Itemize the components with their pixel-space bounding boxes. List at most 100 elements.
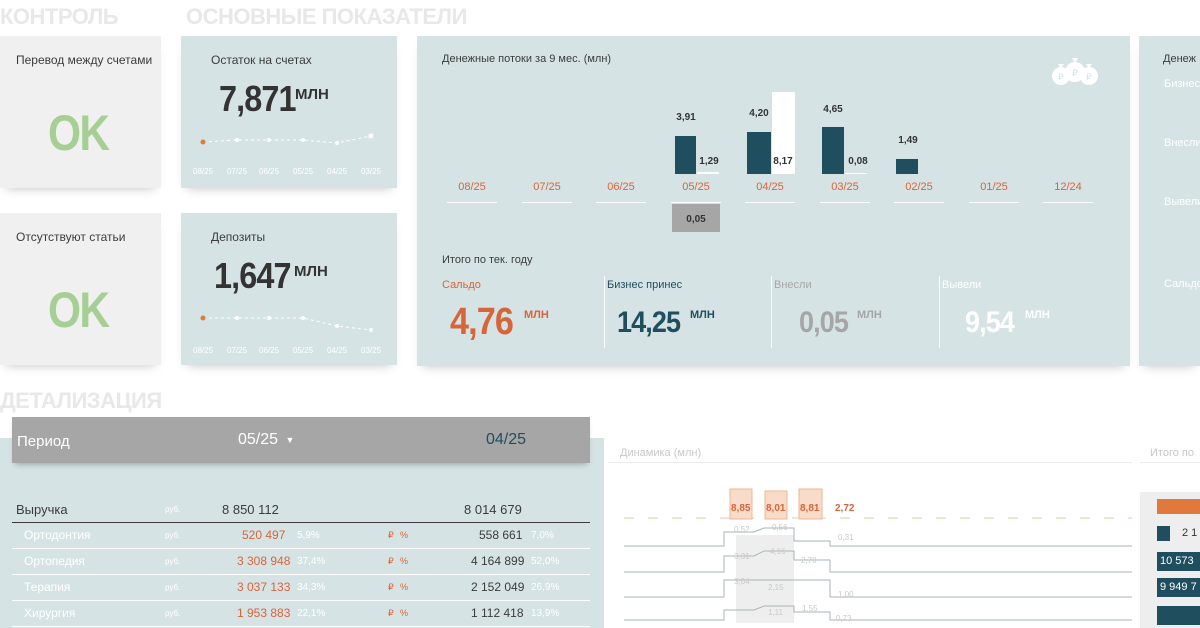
- row-previous-pct: 7,0%: [531, 530, 554, 541]
- table-row[interactable]: Ортопедия руб. 3 308 948 37,4% ₽ % 4 164…: [12, 548, 590, 575]
- right-card-item: Внесли: [1164, 137, 1200, 149]
- period-label: Период: [17, 433, 70, 450]
- bar-value: 0,05: [686, 214, 706, 225]
- row-previous: 4 164 899: [471, 554, 525, 568]
- sparkline-month: 07/25: [227, 167, 248, 176]
- svg-text:₽: ₽: [1086, 73, 1092, 83]
- sparkline-month: 08/25: [193, 346, 214, 355]
- kpi-value: 7,871: [219, 78, 296, 119]
- bar-deposit-05-25[interactable]: [672, 204, 720, 232]
- total-unit: МЛН: [857, 309, 882, 321]
- svg-text:₽: ₽: [1058, 73, 1064, 83]
- dynamics-value: 0,73: [836, 614, 852, 623]
- period-header: Период 05/25 ▼ 04/25: [12, 417, 590, 463]
- control-card-missing-items[interactable]: Отсутствуют статьи OK: [0, 213, 161, 365]
- detail-table-bg: [0, 438, 604, 628]
- row-name: Выручка: [16, 502, 68, 517]
- row-name: Терапия: [24, 580, 71, 594]
- total-unit: МЛН: [1025, 309, 1050, 321]
- kpi-title: Остаток на счетах: [211, 53, 312, 67]
- dynamics-value: 0,31: [838, 533, 854, 542]
- cashflow-card: Денежные потоки за 9 мес. (млн) ₽ ₽ ₽ 3,…: [417, 36, 1130, 366]
- row-unit: руб.: [165, 505, 181, 514]
- sparkline-month: 04/25: [327, 346, 348, 355]
- control-label: Отсутствуют статьи: [16, 230, 126, 244]
- month-label: 04/25: [756, 181, 784, 193]
- right-card-item: Бизнес: [1164, 78, 1200, 90]
- row-current-pct: 5,9%: [297, 530, 320, 541]
- dynamics-chart: [624, 488, 1132, 623]
- sparkline-month: 06/25: [259, 167, 280, 176]
- table-row[interactable]: Выручка руб. 8 850 112 8 014 679: [12, 496, 590, 523]
- table-row[interactable]: Ортодонтия руб. 520 497 5,9% ₽ % 558 661…: [12, 522, 590, 549]
- kpi-card-balance[interactable]: Остаток на счетах 7,871 МЛН 08/25 07/25 …: [181, 36, 397, 188]
- kpi-unit: МЛН: [294, 263, 328, 280]
- percent-icon[interactable]: %: [400, 556, 409, 566]
- dynamics-title: Динамика (млн): [620, 447, 702, 459]
- bar-in-04-25[interactable]: [747, 132, 771, 174]
- percent-icon[interactable]: %: [400, 608, 409, 618]
- dynamics-value: 0,52: [734, 525, 750, 534]
- totals-right-value: 2 1: [1182, 527, 1198, 539]
- ruble-icon[interactable]: ₽: [388, 608, 394, 618]
- totals-right-bar: [1157, 552, 1200, 571]
- row-previous: 558 661: [479, 528, 523, 542]
- row-current: 520 497: [242, 528, 286, 542]
- right-card-item: Сальдо: [1164, 278, 1200, 290]
- money-bags-icon: ₽ ₽ ₽: [1052, 58, 1098, 85]
- table-row[interactable]: Хирургия руб. 1 953 883 22,1% ₽ % 1 112 …: [12, 600, 590, 627]
- bar-out-04-25[interactable]: [772, 92, 795, 174]
- row-name: Хирургия: [24, 606, 76, 620]
- row-unit: руб.: [165, 583, 181, 592]
- sparkline-month: 06/25: [259, 346, 280, 355]
- sparkline-month: 08/25: [193, 167, 214, 176]
- totals-right-value: 10 573: [1160, 555, 1194, 567]
- svg-text:₽: ₽: [1072, 69, 1078, 79]
- month-label: 02/25: [905, 181, 933, 193]
- ruble-icon[interactable]: ₽: [388, 556, 394, 566]
- chevron-down-icon: ▼: [285, 434, 295, 445]
- section-title-detail: ДЕТАЛИЗАЦИЯ: [0, 388, 162, 413]
- total-value-deposited: 0,05: [799, 306, 849, 339]
- totals-title: Итого по тек. году: [442, 254, 533, 266]
- sparkline-balance: [200, 133, 374, 145]
- total-value-business: 14,25: [617, 306, 681, 339]
- bar-value: 4,65: [823, 104, 843, 115]
- sparkline-month: 05/25: [293, 167, 314, 176]
- row-current: 3 037 133: [237, 580, 291, 594]
- row-name: Ортодонтия: [24, 528, 91, 542]
- month-label: 03/25: [831, 181, 859, 193]
- ruble-icon[interactable]: ₽: [388, 530, 394, 540]
- dynamics-value: 2,15: [768, 583, 784, 592]
- total-value-withdrawn: 9,54: [965, 306, 1015, 339]
- bar-in-03-25[interactable]: [822, 127, 844, 174]
- bar-in-02-25[interactable]: [896, 159, 918, 174]
- totals-right-bar: [1157, 578, 1200, 597]
- kpi-card-deposits[interactable]: Депозиты 1,647 МЛН 08/25 07/25 06/25 05/…: [181, 213, 397, 365]
- row-unit: руб.: [165, 531, 181, 540]
- control-card-transfers[interactable]: Перевод между счетами OK: [0, 36, 161, 188]
- bar-out-03-25[interactable]: [845, 173, 867, 174]
- bar-in-05-25[interactable]: [675, 136, 696, 174]
- bar-out-05-25[interactable]: [697, 172, 719, 174]
- ruble-icon[interactable]: ₽: [388, 582, 394, 592]
- table-row[interactable]: Терапия руб. 3 037 133 34,3% ₽ % 2 152 0…: [12, 574, 590, 601]
- dynamics-value: 1,11: [768, 608, 783, 617]
- percent-icon[interactable]: %: [400, 582, 409, 592]
- sparkline-deposits: [200, 315, 373, 332]
- totals-right-bar: [1157, 499, 1200, 514]
- total-value-saldo: 4,76: [450, 301, 514, 343]
- row-current-pct: 37,4%: [297, 556, 326, 567]
- period-current-select[interactable]: 05/25 ▼: [238, 431, 294, 449]
- bar-value: 1,49: [898, 135, 918, 146]
- section-title-main: ОСНОВНЫЕ ПОКАЗАТЕЛИ: [186, 4, 467, 29]
- row-previous-pct: 13,9%: [531, 608, 560, 619]
- total-label-saldo: Сальдо: [442, 279, 481, 291]
- bar-value: 4,20: [749, 108, 769, 119]
- row-current: 3 308 948: [237, 554, 291, 568]
- row-previous-pct: 52,0%: [531, 556, 560, 567]
- row-name: Ортопедия: [24, 554, 85, 568]
- kpi-unit: МЛН: [295, 86, 329, 103]
- percent-icon[interactable]: %: [400, 530, 409, 540]
- total-label-deposited: Внесли: [774, 279, 812, 291]
